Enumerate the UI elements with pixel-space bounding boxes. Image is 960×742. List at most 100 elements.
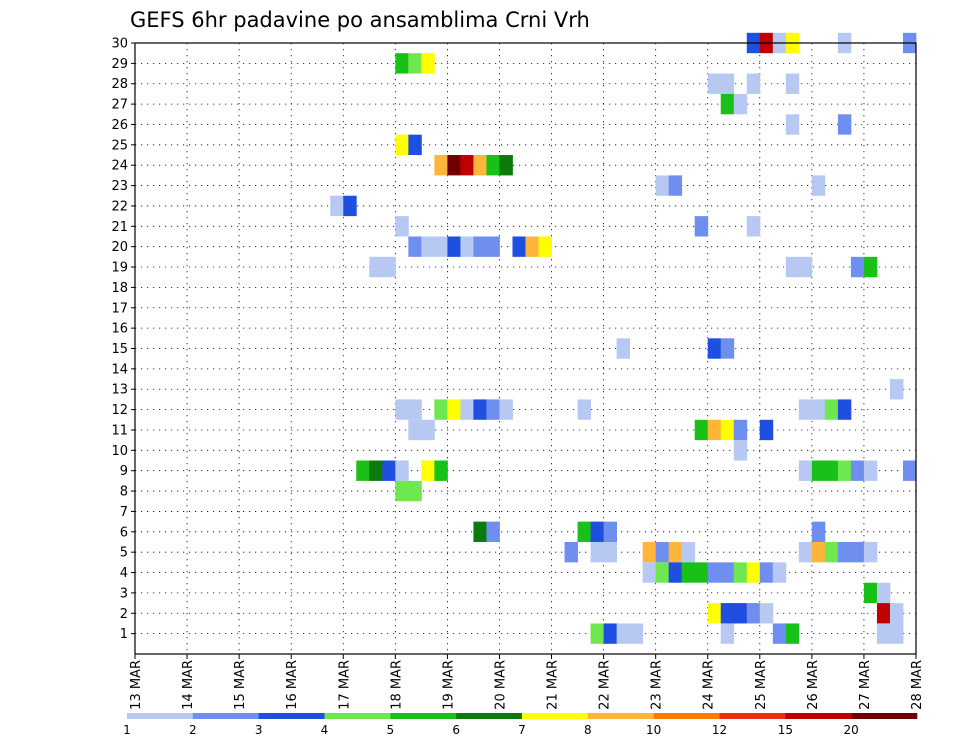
precip-cell [759,603,774,624]
precip-cell [889,603,904,624]
precip-cell [395,399,409,420]
y-tick-label: 10 [111,444,128,459]
precip-cell [837,541,852,563]
colorbar-label: 6 [452,723,460,737]
precip-cell [798,460,813,481]
x-tick-label: 25 MAR [754,660,769,710]
precip-cell [577,399,591,420]
precip-cell [499,155,513,176]
precip-cell [798,399,813,420]
precip-cell [434,155,448,176]
colorbar-label: 5 [387,723,395,737]
precip-cell [408,134,422,156]
precip-cell [512,236,526,257]
precip-cell [707,419,722,441]
x-tick-label: 22 MAR [598,660,613,710]
y-tick-label: 20 [111,240,128,255]
x-tick-label: 26 MAR [806,660,821,710]
precip-cell [889,623,904,644]
precip-cell [460,155,474,176]
y-tick-label: 3 [120,586,128,601]
x-tick-label: 27 MAR [858,660,873,710]
precip-cell [889,379,904,400]
precip-cell [421,236,435,257]
precip-cell [720,562,735,583]
colorbar-label: 3 [255,723,263,737]
precip-cell [824,399,839,420]
y-tick-label: 27 [111,98,128,113]
colorbar-label: 20 [844,723,859,737]
y-tick-label: 22 [111,199,128,214]
precip-cell [798,541,813,563]
x-tick-label: 18 MAR [389,660,404,710]
precip-cell [733,562,748,583]
y-tick-label: 23 [111,179,128,194]
y-tick-label: 17 [111,301,128,316]
x-tick-label: 23 MAR [650,660,665,710]
y-tick-label: 30 [111,37,128,52]
y-tick-label: 25 [111,138,128,153]
precip-cell [434,460,448,481]
precip-cell [798,256,813,278]
colorbar-label: 12 [712,723,727,737]
colorbar-swatch [785,713,852,719]
precip-cell [733,603,748,624]
precip-cell [395,53,409,74]
x-tick-label: 17 MAR [337,660,352,710]
precip-cell [668,175,683,196]
precip-cell [694,419,709,441]
y-axis-ticks: 1234567891011121314151617181920212223242… [111,37,135,642]
precip-cell [720,603,735,624]
precip-cell [590,521,604,542]
precip-cell [811,521,826,542]
precip-cell [811,541,826,563]
colorbar-label: 1 [123,723,131,737]
precip-cell [369,460,383,481]
precip-cell [525,236,539,257]
colorbar-swatch [390,713,457,719]
precip-cell [421,460,435,481]
precip-cell [720,419,735,441]
precip-cell [395,134,409,156]
y-tick-label: 24 [111,159,128,174]
colorbar-swatch [719,713,786,719]
precip-cell [746,216,761,237]
y-tick-label: 13 [111,383,128,398]
precip-cell [707,603,722,624]
y-tick-label: 4 [120,566,128,581]
x-tick-label: 21 MAR [546,660,561,710]
precip-cell [408,480,422,502]
precip-cell [616,338,631,359]
y-tick-label: 6 [120,525,128,540]
colorbar-swatch [192,713,259,719]
precip-cell [824,460,839,481]
precip-cell [772,562,787,583]
precip-cell [733,93,748,115]
x-tick-label: 28 MAR [910,660,925,710]
precip-cell [694,562,709,583]
precip-cell [486,236,500,257]
colorbar-label: 15 [778,723,793,737]
precip-cell [707,562,722,583]
precip-cell [408,399,422,420]
precip-cell [343,195,357,217]
x-tick-label: 16 MAR [285,660,300,710]
precip-cell [421,419,435,441]
precip-cell [395,480,409,502]
precip-cell [486,521,500,542]
precip-cell [876,603,891,624]
precip-cell [720,73,735,94]
precip-cell [382,460,396,481]
precip-cell [486,399,500,420]
precip-cell [707,73,722,94]
x-tick-label: 13 MAR [129,660,144,710]
precip-cell [395,216,409,237]
precip-cell [876,582,891,604]
precip-cells [330,32,917,644]
precip-cell [681,562,696,583]
precip-cell [863,460,878,481]
precip-cell [590,623,604,644]
precip-cell [785,256,800,278]
precip-cell [577,521,591,542]
precip-cell [434,236,448,257]
